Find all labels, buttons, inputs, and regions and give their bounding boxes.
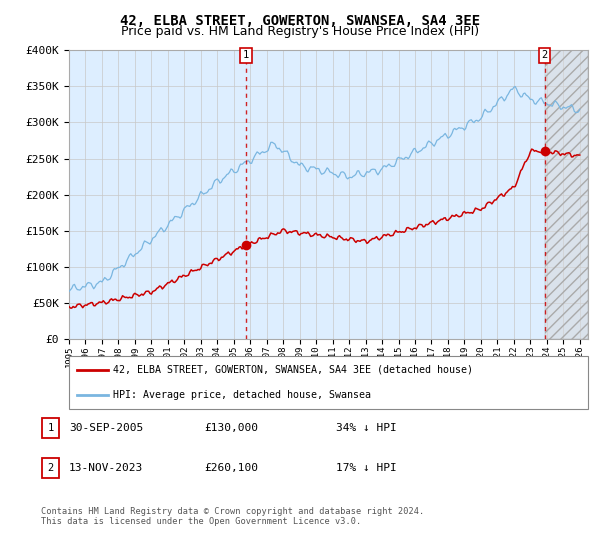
Text: 2: 2 <box>47 463 53 473</box>
Text: 1: 1 <box>47 423 53 433</box>
Text: £130,000: £130,000 <box>204 423 258 433</box>
Bar <box>545 50 588 339</box>
Text: 17% ↓ HPI: 17% ↓ HPI <box>336 463 397 473</box>
Text: Price paid vs. HM Land Registry's House Price Index (HPI): Price paid vs. HM Land Registry's House … <box>121 25 479 38</box>
Bar <box>545 50 588 339</box>
Text: Contains HM Land Registry data © Crown copyright and database right 2024.
This d: Contains HM Land Registry data © Crown c… <box>41 507 424 526</box>
Text: 42, ELBA STREET, GOWERTON, SWANSEA, SA4 3EE (detached house): 42, ELBA STREET, GOWERTON, SWANSEA, SA4 … <box>113 365 473 375</box>
Text: 30-SEP-2005: 30-SEP-2005 <box>69 423 143 433</box>
Text: 34% ↓ HPI: 34% ↓ HPI <box>336 423 397 433</box>
FancyBboxPatch shape <box>42 418 59 438</box>
Text: 1: 1 <box>243 50 249 60</box>
Text: 13-NOV-2023: 13-NOV-2023 <box>69 463 143 473</box>
Text: 42, ELBA STREET, GOWERTON, SWANSEA, SA4 3EE: 42, ELBA STREET, GOWERTON, SWANSEA, SA4 … <box>120 14 480 28</box>
Text: £260,100: £260,100 <box>204 463 258 473</box>
Text: HPI: Average price, detached house, Swansea: HPI: Average price, detached house, Swan… <box>113 390 371 400</box>
Text: 2: 2 <box>542 50 548 60</box>
FancyBboxPatch shape <box>69 356 588 409</box>
FancyBboxPatch shape <box>42 458 59 478</box>
